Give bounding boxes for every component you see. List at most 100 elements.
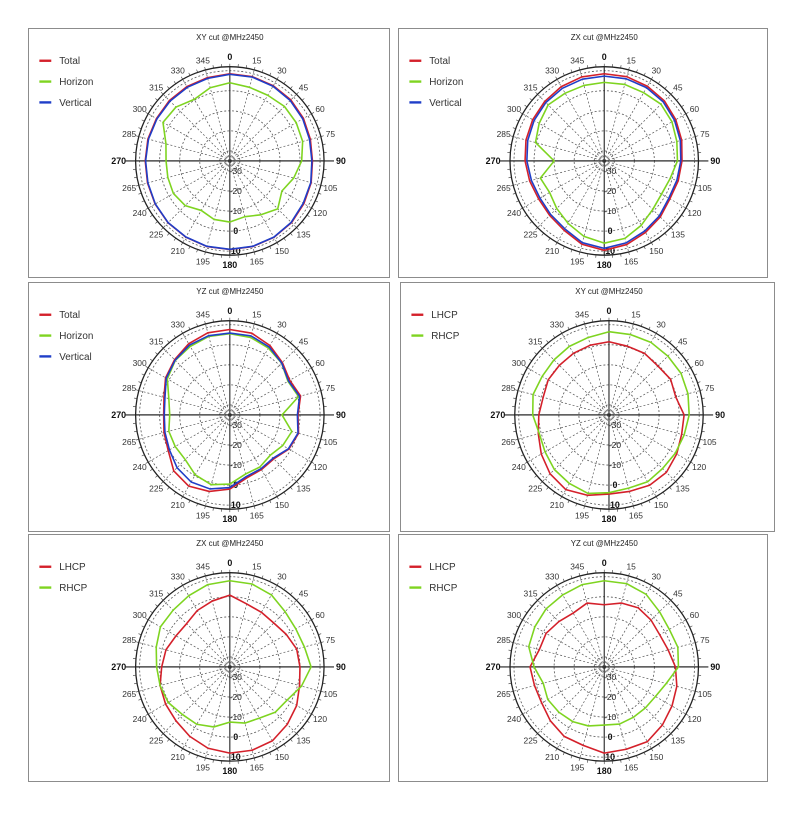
angle-tick-label: 45 (299, 82, 309, 92)
ring-tick (173, 491, 177, 495)
ring-tick (301, 352, 305, 355)
radial-tick-label: -30 (604, 672, 616, 682)
ring-tick (315, 625, 319, 628)
ring-tick (160, 597, 164, 601)
angle-tick-label: 75 (705, 383, 715, 393)
chart-title: YZ cut @MHz2450 (571, 539, 639, 548)
ring-tick (283, 81, 286, 84)
grid-spoke (608, 348, 676, 416)
radial-tick-label: -10 (609, 460, 621, 470)
ring-tick (648, 500, 651, 504)
angle-tick-label: 330 (171, 66, 185, 76)
angle-tick-label: 90 (336, 156, 346, 166)
ring-tick (173, 743, 177, 747)
angle-tick-label: 180 (602, 514, 617, 524)
angle-tick-label: 150 (649, 752, 663, 762)
ring-tick (689, 200, 693, 203)
ring-tick (658, 743, 661, 747)
angle-tick-label: 240 (507, 208, 521, 218)
ring-tick (560, 330, 563, 334)
grid-spoke (229, 79, 278, 162)
ring-tick (515, 200, 519, 203)
ring-tick (517, 381, 521, 383)
ring-tick (548, 81, 551, 84)
ring-tick (692, 127, 696, 129)
ring-tick (696, 649, 701, 651)
angle-tick-label: 265 (501, 437, 515, 447)
ring-tick (681, 214, 685, 217)
ring-tick (204, 320, 206, 324)
ring-tick (135, 185, 139, 187)
angle-tick-label: 0 (606, 306, 611, 316)
ring-tick (555, 582, 558, 586)
grid-spoke (608, 390, 701, 416)
series-line-lhcp (529, 602, 678, 754)
grid-spoke (229, 113, 312, 162)
ring-tick (196, 323, 198, 327)
ring-tick (150, 468, 153, 471)
grid-spoke (537, 160, 605, 228)
ring-tick (664, 232, 667, 236)
angle-tick-label: 30 (656, 320, 666, 330)
ring-tick (180, 330, 183, 334)
angle-tick-label: 345 (196, 55, 210, 65)
ring-tick (689, 119, 693, 122)
ring-tick (685, 713, 689, 716)
ring-tick (508, 649, 512, 651)
ring-tick (318, 381, 322, 383)
angle-tick-label: 165 (250, 511, 264, 521)
radial-tick-label: -30 (230, 420, 242, 430)
ring-tick (145, 366, 149, 369)
angle-tick-label: 345 (575, 309, 589, 319)
ring-tick (269, 752, 272, 756)
ring-tick (562, 578, 565, 582)
grid-spoke (162, 414, 231, 482)
angle-tick-label: 180 (597, 260, 612, 270)
ring-tick (320, 691, 324, 693)
ring-tick (620, 253, 622, 257)
ring-tick (546, 486, 549, 490)
ring-tick (690, 366, 694, 369)
ring-tick (138, 698, 142, 701)
angle-tick-label: 195 (196, 257, 210, 267)
angle-tick-label: 270 (490, 410, 505, 420)
ring-tick (290, 486, 293, 490)
angle-tick-label: 60 (315, 358, 325, 368)
angle-tick-label: 225 (524, 230, 538, 240)
chart-title: ZX cut @MHz2450 (571, 33, 639, 42)
angle-tick-label: 300 (133, 610, 147, 620)
angle-tick-label: 75 (326, 383, 336, 393)
angle-tick-label: 165 (250, 763, 264, 773)
ring-tick (515, 625, 519, 628)
ring-tick (670, 733, 674, 736)
angle-tick-label: 330 (171, 320, 185, 330)
radial-tick-label: -30 (609, 420, 621, 430)
ring-tick (196, 69, 198, 73)
ring-tick (301, 604, 305, 607)
ring-tick (510, 641, 514, 643)
radial-tick-label: -30 (604, 166, 616, 176)
polar-chart-svg: YZ cut @MHz2450 0 15 30 45 60 75 90 105 120 135 150… (409, 539, 720, 776)
ring-tick (145, 618, 149, 621)
ring-tick (188, 752, 191, 756)
ring-tick (560, 496, 563, 500)
angle-tick-label: 285 (497, 129, 511, 139)
ring-tick (655, 496, 658, 500)
ring-tick (160, 345, 164, 349)
ring-tick (188, 578, 191, 582)
angle-tick-label: 210 (171, 752, 185, 762)
ring-tick (686, 358, 689, 362)
ring-tick (669, 340, 672, 343)
angle-tick-label: 225 (149, 230, 163, 240)
ring-tick (587, 65, 589, 69)
ring-tick (636, 69, 638, 73)
ring-tick (188, 500, 191, 504)
ring-tick (196, 249, 198, 253)
ring-tick (212, 507, 214, 511)
grid-spoke (608, 367, 691, 416)
polar-chart-svg: ZX cut @MHz2450 0 15 30 45 60 75 90 105 120 135 150… (409, 33, 720, 270)
legend-label: Vertical (59, 98, 92, 109)
angle-tick-label: 150 (275, 246, 289, 256)
ring-tick (261, 503, 264, 507)
angle-tick-label: 315 (528, 336, 542, 346)
